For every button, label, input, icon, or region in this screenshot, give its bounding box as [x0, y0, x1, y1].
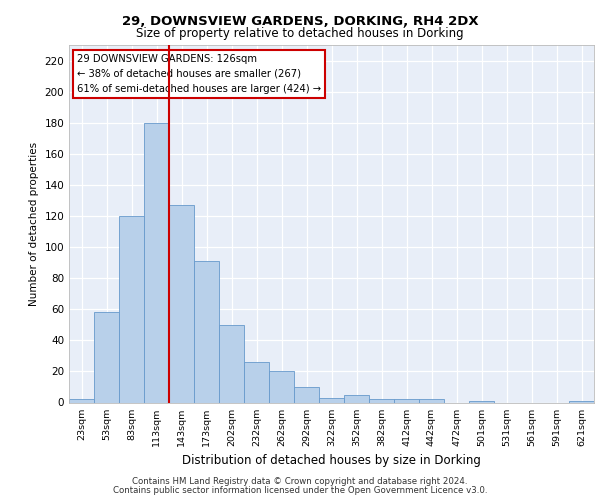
Bar	[219, 325, 244, 402]
Bar	[169, 205, 194, 402]
Text: Contains HM Land Registry data © Crown copyright and database right 2024.: Contains HM Land Registry data © Crown c…	[132, 477, 468, 486]
Bar	[269, 372, 294, 402]
Bar	[119, 216, 144, 402]
Bar	[244, 362, 269, 403]
Text: Size of property relative to detached houses in Dorking: Size of property relative to detached ho…	[136, 28, 464, 40]
Bar	[319, 398, 344, 402]
Bar	[344, 394, 369, 402]
Bar	[394, 400, 419, 402]
Bar	[469, 401, 494, 402]
Bar	[94, 312, 119, 402]
Bar	[369, 400, 394, 402]
Text: Contains public sector information licensed under the Open Government Licence v3: Contains public sector information licen…	[113, 486, 487, 495]
X-axis label: Distribution of detached houses by size in Dorking: Distribution of detached houses by size …	[182, 454, 481, 467]
Bar	[419, 400, 444, 402]
Bar	[294, 387, 319, 402]
Bar	[69, 400, 94, 402]
Y-axis label: Number of detached properties: Number of detached properties	[29, 142, 39, 306]
Bar	[569, 401, 594, 402]
Text: 29 DOWNSVIEW GARDENS: 126sqm
← 38% of detached houses are smaller (267)
61% of s: 29 DOWNSVIEW GARDENS: 126sqm ← 38% of de…	[77, 54, 321, 94]
Bar	[144, 122, 169, 402]
Text: 29, DOWNSVIEW GARDENS, DORKING, RH4 2DX: 29, DOWNSVIEW GARDENS, DORKING, RH4 2DX	[122, 15, 478, 28]
Bar	[194, 261, 219, 402]
